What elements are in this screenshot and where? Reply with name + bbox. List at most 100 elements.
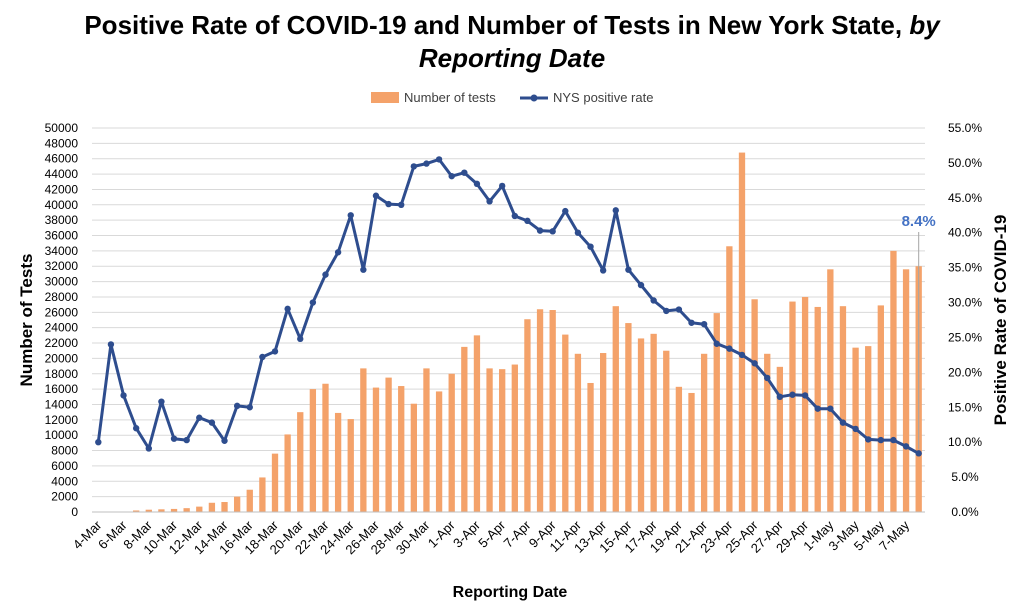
y-left-tick-label: 22000	[45, 336, 79, 350]
bar-tests	[133, 510, 140, 512]
line-point	[170, 435, 178, 442]
line-point	[726, 345, 733, 352]
line-point	[120, 392, 127, 399]
line-point	[486, 198, 493, 205]
y-right-tick-label: 35.0%	[948, 261, 982, 275]
bar-tests	[347, 419, 354, 512]
bar-tests	[764, 353, 771, 512]
bar-tests	[284, 434, 291, 512]
bar-tests	[309, 389, 317, 512]
line-point	[208, 419, 216, 426]
y-right-tick-label: 25.0%	[948, 330, 982, 344]
legend-label-tests: Number of tests	[404, 90, 496, 105]
bar-tests	[233, 496, 241, 512]
x-tick-label: 5-Apr	[475, 517, 509, 551]
chart-title-line-1: Positive Rate of COVID-19 and Number of …	[0, 10, 1024, 41]
y-left-tick-label: 40000	[45, 198, 79, 212]
line-point	[158, 398, 165, 405]
y-right-tick-label: 50.0%	[948, 156, 982, 170]
line-point	[574, 229, 582, 236]
bar-tests	[461, 346, 468, 512]
line-point	[498, 182, 506, 190]
y-right-tick-label: 0.0%	[951, 505, 979, 519]
bar-tests	[372, 387, 380, 512]
legend-swatch-tests	[371, 92, 399, 103]
line-point	[511, 212, 519, 220]
y-left-tick-label: 30000	[45, 275, 79, 289]
line-point	[95, 438, 102, 446]
bar-tests	[524, 319, 531, 512]
bar-tests	[549, 310, 556, 512]
line-point	[271, 348, 279, 355]
line-point	[675, 306, 683, 313]
y-right-tick-label: 10.0%	[948, 435, 982, 449]
bar-tests	[499, 369, 506, 512]
line-point	[145, 445, 152, 452]
y-left-tick-label: 42000	[45, 182, 79, 196]
line-point	[663, 307, 670, 315]
y-left-tick-label: 14000	[45, 397, 79, 411]
y-left-tick-label: 8000	[51, 444, 78, 458]
bar-tests	[700, 353, 708, 512]
bar-tests	[511, 364, 518, 512]
line-point	[776, 393, 784, 400]
bar-tests	[435, 391, 443, 512]
line-point	[915, 450, 922, 457]
line-point	[297, 335, 304, 343]
bar-tests	[448, 373, 455, 512]
bar-tests	[890, 250, 897, 512]
chart-title-italic-reporting-date: Reporting Date	[418, 43, 606, 73]
line-point	[221, 437, 228, 444]
y-left-tick-label: 2000	[51, 490, 78, 504]
line-point	[865, 436, 872, 443]
bar-tests	[170, 508, 178, 512]
y-right-tick-label: 15.0%	[948, 400, 982, 414]
line-point	[877, 436, 885, 444]
y-left-tick-label: 10000	[45, 428, 79, 442]
chart-title-main: Positive Rate of COVID-19 and Number of …	[84, 10, 910, 40]
x-tick-label: 1-Apr	[425, 517, 459, 551]
line-point	[801, 392, 809, 399]
y-left-tick-label: 20000	[45, 351, 79, 365]
y-right-tick-label: 30.0%	[948, 296, 982, 310]
bar-tests	[713, 313, 720, 512]
y-left-tick-label: 50000	[45, 121, 79, 135]
line-point	[650, 297, 657, 304]
bar-tests	[902, 269, 910, 512]
y-left-tick-label: 6000	[51, 459, 78, 473]
bar-tests	[675, 386, 683, 512]
legend-marker-rate	[530, 94, 538, 102]
line-point	[524, 217, 531, 225]
bar-tests	[751, 299, 758, 512]
x-tick-label: 7-Apr	[500, 517, 534, 551]
y-left-axis-title: Number of Tests	[17, 254, 36, 387]
line-point	[233, 402, 241, 410]
y-left-tick-label: 12000	[45, 413, 79, 427]
line-point	[713, 340, 720, 347]
line-point	[334, 249, 342, 256]
y-left-tick-label: 16000	[45, 382, 79, 396]
legend-label-rate: NYS positive rate	[553, 90, 653, 105]
bar-tests	[322, 383, 329, 512]
bar-tests	[587, 382, 594, 512]
bar-tests	[473, 335, 481, 512]
bar-tests	[410, 403, 417, 512]
line-point	[398, 201, 405, 208]
bar-tests	[158, 509, 165, 512]
y-left-tick-label: 0	[71, 505, 78, 519]
line-point	[410, 163, 418, 170]
line-point	[688, 319, 695, 326]
y-right-axis-title: Positive Rate of COVID-19	[991, 215, 1010, 426]
line-point	[587, 243, 594, 250]
line-point	[764, 374, 771, 382]
y-left-tick-label: 28000	[45, 290, 79, 304]
line-point	[751, 360, 758, 367]
y-left-tick-label: 36000	[45, 229, 79, 243]
line-point	[107, 341, 115, 348]
line-point	[347, 212, 354, 219]
y-left-tick-label: 24000	[45, 321, 79, 335]
line-point	[612, 207, 619, 214]
line-point	[562, 207, 569, 215]
y-right-tick-label: 20.0%	[948, 365, 982, 379]
